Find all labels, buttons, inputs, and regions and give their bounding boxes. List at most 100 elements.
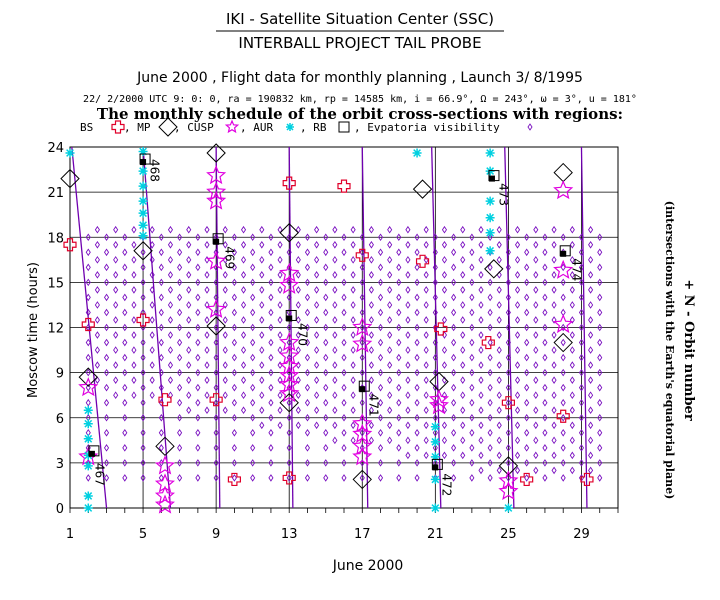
evp-mark <box>204 240 210 249</box>
legend-mp-label: , MP <box>124 121 151 134</box>
evp-mark <box>514 391 521 399</box>
evp-mark <box>158 323 164 332</box>
evp-mark <box>359 368 365 377</box>
evp-mark <box>277 286 283 294</box>
evp-mark <box>377 413 384 422</box>
evp-layer <box>85 225 603 482</box>
evp-mark <box>460 436 466 445</box>
evp-mark <box>588 286 594 294</box>
evp-mark <box>250 444 256 452</box>
evp-mark <box>332 391 338 399</box>
evp-mark <box>250 413 256 422</box>
evp-mark <box>527 123 533 131</box>
evp-mark <box>597 459 603 467</box>
evp-mark <box>569 331 575 339</box>
legend-bs-label: BS <box>80 121 93 134</box>
evp-mark <box>131 271 137 279</box>
evp-mark <box>569 346 575 354</box>
evp-mark <box>250 368 256 377</box>
evp-mark <box>122 233 128 242</box>
evp-mark <box>231 383 237 392</box>
evp-mark <box>113 286 119 294</box>
evp-mark <box>478 391 484 399</box>
evp-mark <box>551 271 557 279</box>
evp-mark <box>597 278 603 287</box>
evp-mark <box>240 391 247 399</box>
x-tick-label: 9 <box>212 527 220 542</box>
evp-mark <box>478 451 484 460</box>
x-tick-label: 25 <box>500 527 517 542</box>
orbit-point <box>213 238 220 245</box>
evp-mark <box>286 398 292 407</box>
evp-mark <box>103 323 110 332</box>
evp-mark <box>569 240 575 249</box>
evp-mark <box>368 436 374 445</box>
evp-mark <box>359 398 365 407</box>
aur-mark <box>430 452 440 462</box>
evp-mark <box>222 286 228 294</box>
evp-mark <box>140 368 146 377</box>
y-axis-label: Moscow time (hours) <box>26 262 41 398</box>
x-tick-label: 1 <box>66 527 74 542</box>
evp-mark <box>277 406 283 415</box>
evp-mark <box>451 428 457 437</box>
evp-mark <box>250 308 256 317</box>
evp-mark <box>487 368 493 377</box>
evp-mark <box>396 323 402 332</box>
evp-mark <box>314 361 320 369</box>
x-tick-label: 13 <box>281 527 298 542</box>
evp-mark <box>231 368 237 377</box>
orbit-number: 468 <box>147 159 161 182</box>
evp-mark <box>478 286 484 294</box>
evp-mark <box>542 278 548 287</box>
evp-mark <box>441 256 448 264</box>
evp-mark <box>533 436 539 445</box>
evp-mark <box>158 278 164 287</box>
evp-mark <box>195 428 201 437</box>
evp-mark <box>314 376 320 384</box>
evp-mark <box>368 271 374 279</box>
evp-mark <box>231 323 237 332</box>
evp-mark <box>167 316 174 324</box>
evp-mark <box>423 376 429 384</box>
evp-mark <box>460 301 466 309</box>
evp-mark <box>158 413 164 422</box>
evp-mark <box>341 398 347 407</box>
evp-mark <box>103 263 110 272</box>
evp-mark <box>478 225 484 234</box>
evp-mark <box>140 293 146 302</box>
evp-mark <box>377 263 384 272</box>
evp-mark <box>405 271 411 279</box>
evp-mark <box>177 233 183 242</box>
evp-mark <box>222 316 228 324</box>
evp-mark <box>240 376 247 384</box>
bs-mark <box>63 238 77 252</box>
evp-mark <box>514 451 521 460</box>
evp-mark <box>405 436 411 445</box>
evp-mark <box>405 301 411 309</box>
evp-mark <box>350 436 356 445</box>
evp-mark <box>250 248 256 257</box>
evp-mark <box>496 361 502 369</box>
evp-mark <box>487 413 493 422</box>
evp-mark <box>122 263 128 272</box>
evp-mark <box>268 444 274 452</box>
orbit-line <box>215 146 221 509</box>
evp-mark <box>213 383 219 392</box>
evp-mark <box>122 474 128 482</box>
evp-mark <box>469 413 475 422</box>
evp-mark <box>222 271 228 279</box>
orbit-number: 470 <box>295 323 309 346</box>
evp-mark <box>597 474 603 482</box>
evp-mark <box>551 421 557 430</box>
evp-mark <box>560 459 566 467</box>
evp-mark <box>304 308 311 317</box>
evp-mark <box>140 308 146 317</box>
evp-mark <box>588 301 594 309</box>
evp-mark <box>569 256 575 264</box>
evp-mark <box>578 368 585 377</box>
evp-mark <box>441 361 448 369</box>
evp-mark <box>350 256 356 264</box>
evp-mark <box>597 368 603 377</box>
orbit-line <box>504 146 515 509</box>
